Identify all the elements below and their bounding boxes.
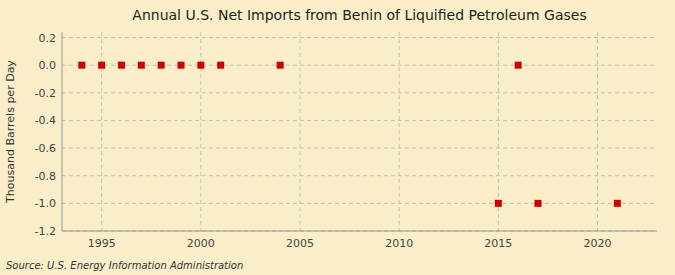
chart: Annual U.S. Net Imports from Benin of Li… <box>0 0 675 275</box>
x-tick-label: 2020 <box>584 237 612 250</box>
point <box>515 62 522 69</box>
grid-line <box>62 120 657 121</box>
tick-labels: 0.2 0.0 -0.2 -0.4 -0.6 -0.8 -1.0 -1.2 1995 2000 20… <box>35 32 612 250</box>
y-tick-label: 0.2 <box>39 32 57 45</box>
x-tick-label: 2015 <box>484 237 512 250</box>
points <box>78 62 621 207</box>
x-tick-label: 1995 <box>88 237 116 250</box>
grid-line <box>399 32 400 231</box>
grid-line <box>62 175 657 176</box>
grid-line <box>62 65 657 66</box>
point <box>277 62 284 69</box>
x-tick-label: 2010 <box>385 237 413 250</box>
y-tick-label: -0.2 <box>35 87 56 100</box>
y-tick-label: -0.6 <box>35 142 56 155</box>
point <box>118 62 125 69</box>
point <box>495 200 502 207</box>
grid <box>62 32 657 231</box>
grid-line <box>62 92 657 93</box>
y-tick-label: 0.0 <box>39 59 57 72</box>
point <box>158 62 165 69</box>
point <box>217 62 224 69</box>
y-axis-label: Thousand Barrels per Day <box>4 60 17 204</box>
grid-line <box>597 32 598 231</box>
point <box>138 62 145 69</box>
point <box>535 200 542 207</box>
point <box>197 62 204 69</box>
grid-line <box>300 32 301 231</box>
point <box>614 200 621 207</box>
x-axis <box>62 231 657 232</box>
point <box>178 62 185 69</box>
x-tick-label: 2000 <box>187 237 215 250</box>
point <box>78 62 85 69</box>
source: Source: U.S. Energy Information Administ… <box>6 260 243 271</box>
y-tick-label: -0.4 <box>35 114 56 127</box>
y-tick-label: -1.0 <box>35 197 56 210</box>
x-tick-label: 2005 <box>286 237 314 250</box>
grid-line <box>62 203 657 204</box>
grid-line <box>62 231 657 232</box>
grid-line <box>62 37 657 38</box>
point <box>98 62 105 69</box>
title: Annual U.S. Net Imports from Benin of Li… <box>132 7 586 23</box>
y-axis <box>62 32 63 231</box>
y-tick-label: -1.2 <box>35 225 56 238</box>
y-tick-label: -0.8 <box>35 170 56 183</box>
grid-line <box>62 148 657 149</box>
